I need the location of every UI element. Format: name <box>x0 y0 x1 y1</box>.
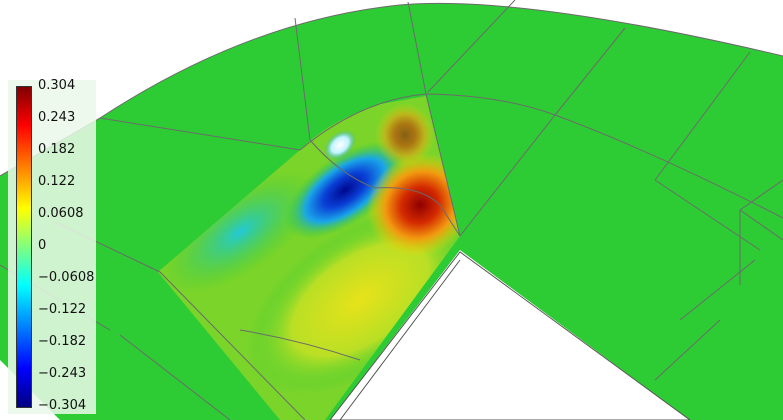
legend-tick: −0.243 <box>38 366 87 381</box>
legend-tick: −0.304 <box>38 398 87 413</box>
legend-tick: −0.0608 <box>38 270 95 285</box>
legend-tick: −0.182 <box>38 334 87 349</box>
legend-tick: −0.122 <box>38 302 87 317</box>
legend-tick: 0.0608 <box>38 206 84 221</box>
color-legend: 0.304 0.243 0.182 0.122 0.0608 0 −0.0608… <box>8 78 96 414</box>
colorbar <box>16 86 32 408</box>
legend-tick: 0 <box>38 238 47 253</box>
legend-tick: 0.304 <box>38 78 76 93</box>
legend-tick: 0.243 <box>38 110 76 125</box>
legend-tick: 0.122 <box>38 174 76 189</box>
legend-tick: 0.182 <box>38 142 76 157</box>
inner-cutout <box>329 251 691 420</box>
